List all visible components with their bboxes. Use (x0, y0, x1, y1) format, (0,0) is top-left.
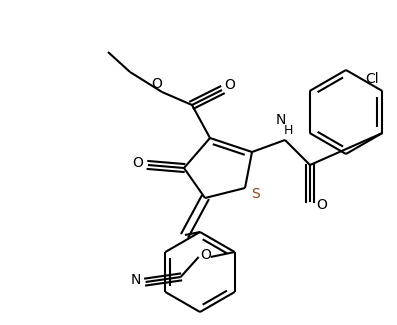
Text: N: N (276, 113, 286, 127)
Text: H: H (283, 124, 293, 136)
Text: O: O (152, 77, 162, 91)
Text: O: O (133, 156, 143, 170)
Text: O: O (200, 248, 211, 262)
Text: O: O (316, 198, 328, 212)
Text: S: S (251, 187, 259, 201)
Text: N: N (131, 273, 141, 287)
Text: Cl: Cl (366, 72, 379, 86)
Text: O: O (225, 78, 235, 92)
